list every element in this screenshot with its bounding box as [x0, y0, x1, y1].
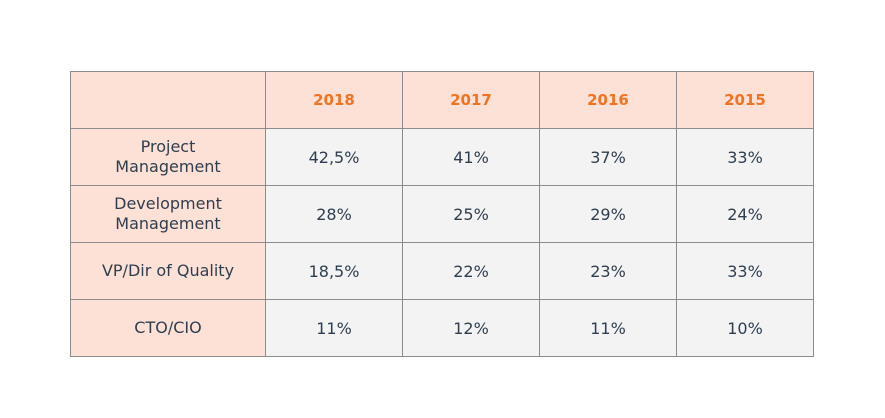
value-cell: 25%: [402, 185, 540, 243]
header-row: 2018 2017 2016 2015: [70, 71, 814, 129]
value-cell: 11%: [265, 299, 403, 357]
comparison-table: 2018 2017 2016 2015 Project Management 4…: [70, 71, 814, 357]
row-label: Project Management: [70, 128, 266, 186]
value-cell: 37%: [539, 128, 677, 186]
year-header-2015: 2015: [676, 71, 814, 129]
corner-cell: [70, 71, 266, 129]
table-row: Development Management 28% 25% 29% 24%: [70, 185, 814, 243]
value-cell: 10%: [676, 299, 814, 357]
year-header-2016: 2016: [539, 71, 677, 129]
value-cell: 28%: [265, 185, 403, 243]
comparison-table-container: 2018 2017 2016 2015 Project Management 4…: [70, 71, 814, 357]
value-cell: 23%: [539, 242, 677, 300]
value-cell: 33%: [676, 128, 814, 186]
value-cell: 11%: [539, 299, 677, 357]
year-header-2018: 2018: [265, 71, 403, 129]
row-label: Development Management: [70, 185, 266, 243]
table-row: VP/Dir of Quality 18,5% 22% 23% 33%: [70, 242, 814, 300]
value-cell: 42,5%: [265, 128, 403, 186]
table-row: Project Management 42,5% 41% 37% 33%: [70, 128, 814, 186]
value-cell: 24%: [676, 185, 814, 243]
value-cell: 18,5%: [265, 242, 403, 300]
table-row: CTO/CIO 11% 12% 11% 10%: [70, 299, 814, 357]
value-cell: 22%: [402, 242, 540, 300]
row-label: CTO/CIO: [70, 299, 266, 357]
value-cell: 41%: [402, 128, 540, 186]
value-cell: 33%: [676, 242, 814, 300]
row-label: VP/Dir of Quality: [70, 242, 266, 300]
year-header-2017: 2017: [402, 71, 540, 129]
value-cell: 29%: [539, 185, 677, 243]
value-cell: 12%: [402, 299, 540, 357]
